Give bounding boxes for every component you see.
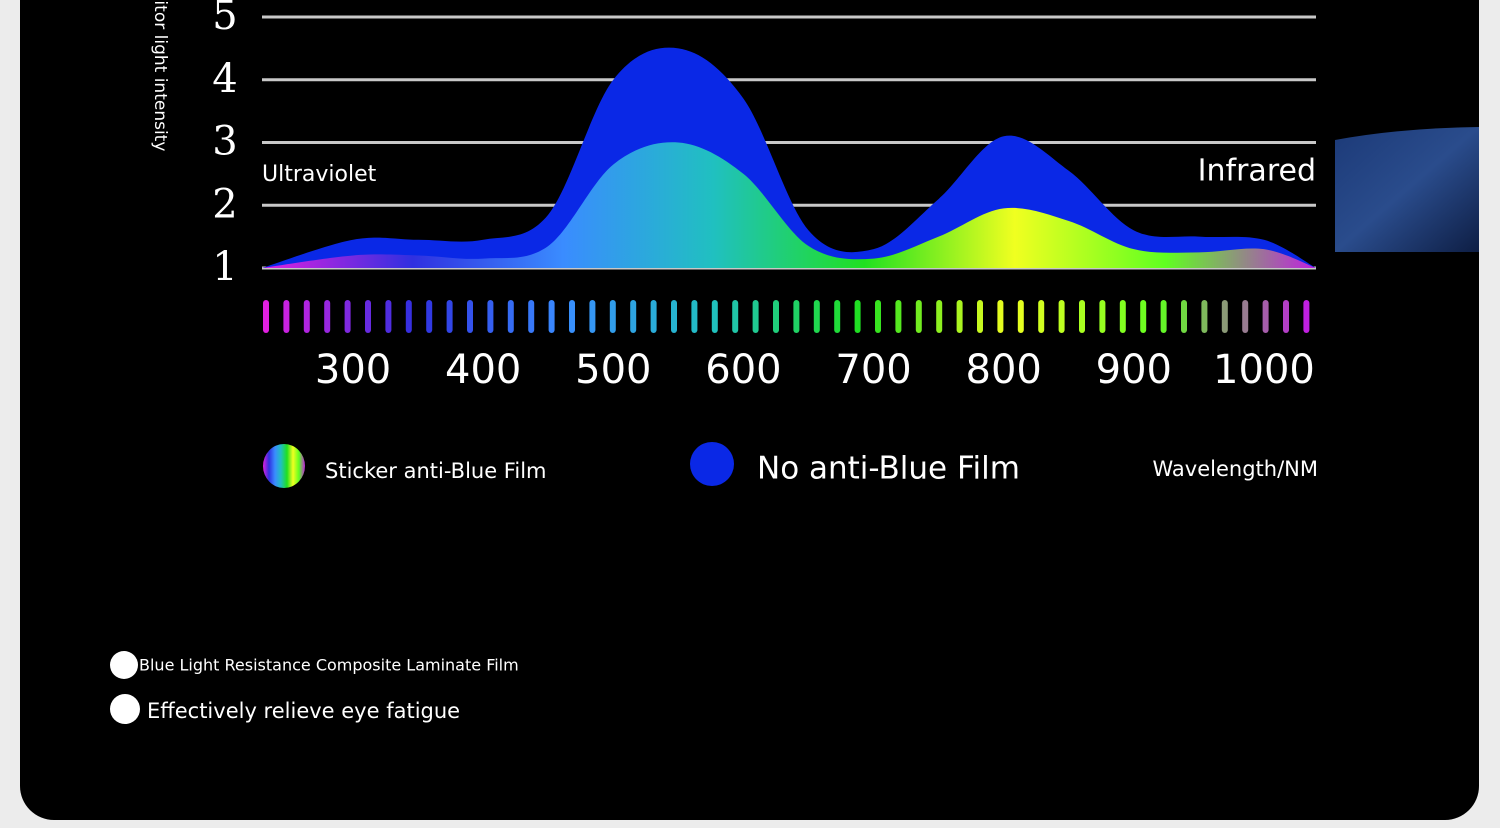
spectrum-dot (813, 300, 820, 333)
spectrum-dot (875, 300, 881, 333)
spectrum-dot (1221, 300, 1228, 333)
area (262, 142, 1316, 268)
spectrum-dot (446, 300, 453, 333)
spectrum-dot (1283, 300, 1289, 333)
y-tick-label: 1 (212, 244, 237, 290)
legend-label: No anti-Blue Film (757, 451, 1020, 487)
annotation: Infrared (1198, 154, 1316, 189)
spectrum-dot (1160, 300, 1167, 333)
x-tick-label: 800 (966, 347, 1042, 393)
spectrum-dot (1201, 300, 1208, 333)
x-tick-label: 500 (575, 347, 651, 393)
spectrum-dot (915, 300, 922, 333)
spectrum-dot (1058, 300, 1065, 333)
spectrum-dot (773, 300, 779, 333)
y-tick-label: 4 (212, 56, 237, 102)
x-tick-label: 400 (445, 347, 521, 393)
spectrum-dot (344, 300, 351, 333)
spectrum-dot (997, 300, 1004, 333)
spectrum-dot (1181, 300, 1187, 333)
spectrum-dot (385, 300, 392, 333)
spectrum-dot (793, 300, 800, 333)
x-tick-label: 700 (835, 347, 911, 393)
bullet (110, 694, 140, 724)
x-tick-label: 1000 (1213, 347, 1315, 393)
spectrum-dot (650, 300, 657, 333)
spectrum-dot (956, 300, 963, 333)
spectrum-dot (507, 300, 514, 333)
y-tick-label: 3 (212, 119, 237, 165)
spectrum-dot (854, 300, 861, 333)
spectrum-dot (548, 300, 555, 333)
spectrum-dot (1079, 300, 1085, 333)
y-tick-label: 2 (212, 181, 237, 227)
feature: Blue Light Resistance Composite Laminate… (139, 656, 519, 675)
spectrum-dot (365, 300, 371, 333)
bullet (110, 651, 138, 679)
spectrum-dot (1303, 300, 1310, 333)
spectrum-dot (609, 300, 616, 333)
spectrum-dot (467, 300, 473, 333)
spectrum-dot (936, 300, 943, 333)
spectrum-dot (834, 300, 841, 333)
legend-swatch (690, 442, 734, 486)
spectrum-dot (589, 300, 596, 333)
spectrum-dot (405, 300, 412, 333)
spectrum-dot (1119, 300, 1126, 333)
x-tick-label: 600 (705, 347, 781, 393)
spectrum-dot (895, 300, 902, 333)
spectrum-dot (1140, 300, 1147, 333)
spectrum-dot (1242, 300, 1249, 333)
area (262, 47, 1316, 268)
y-tick-label: 5 (212, 0, 237, 39)
spectrum-dot (977, 300, 983, 333)
legend-swatch (263, 444, 305, 488)
spectrum-dot (303, 300, 310, 333)
feature: Effectively relieve eye fatigue (147, 699, 460, 723)
legend-label: Sticker anti-Blue Film (325, 459, 546, 483)
spectrum-dot (569, 300, 575, 333)
spectrum-dot (1099, 300, 1106, 333)
spectrum-dot (691, 300, 698, 333)
spectrum-dot (283, 300, 290, 333)
spectrum-dot (1017, 300, 1024, 333)
spectrum-dot (732, 300, 739, 333)
spectrum-dot (752, 300, 759, 333)
spectrum-dot (1262, 300, 1269, 333)
spectrum-dot (487, 300, 494, 333)
spectrum-dot (528, 300, 535, 333)
x-tick-label: 900 (1096, 347, 1172, 393)
decor-photo (1335, 127, 1479, 252)
spectrum-dot (630, 300, 637, 333)
spectrum-dot (426, 300, 433, 333)
y-axis-label: Monitor light intensity (150, 0, 170, 151)
spectrum-dot (324, 300, 331, 333)
annotation: Ultraviolet (262, 162, 377, 187)
spectrum-dot (711, 300, 718, 333)
x-axis-label: Wavelength/NM (1153, 457, 1318, 481)
spectrum-dot (671, 300, 677, 333)
spectrum-dot (1038, 300, 1045, 333)
spectrum-dot (263, 300, 269, 333)
x-tick-label: 300 (315, 347, 391, 393)
